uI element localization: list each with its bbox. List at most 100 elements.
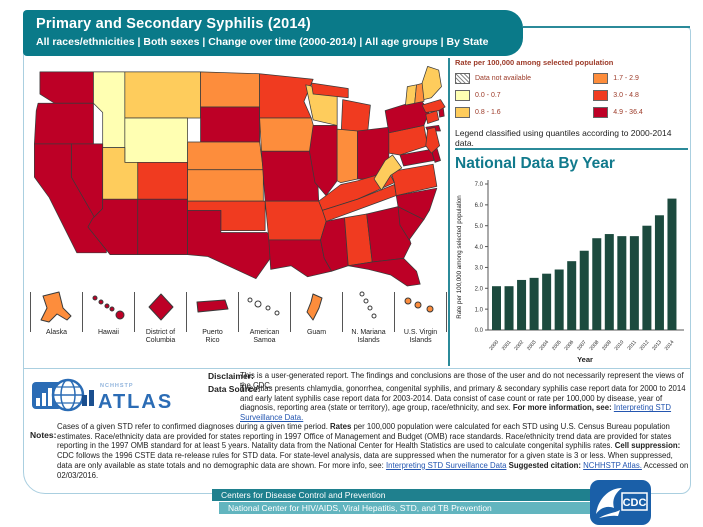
territory-label-AK: Alaska xyxy=(45,329,67,336)
territory-DC[interactable] xyxy=(148,293,173,321)
territory-HI[interactable] xyxy=(104,303,109,309)
bar-2001[interactable] xyxy=(504,286,514,330)
bar-2009[interactable] xyxy=(604,234,614,330)
territory-separator xyxy=(290,292,291,332)
bar-2011[interactable] xyxy=(629,236,639,330)
state-WV[interactable] xyxy=(373,154,403,191)
section-divider xyxy=(23,368,690,369)
notes-text: Cases of a given STD refer to confirmed … xyxy=(57,422,689,480)
territory-inset-PR: Puerto Rico xyxy=(187,290,238,345)
territory-VI[interactable] xyxy=(426,305,433,313)
state-MT[interactable] xyxy=(124,71,201,119)
territory-AS[interactable] xyxy=(274,310,279,316)
state-KS[interactable] xyxy=(187,169,264,202)
y-tick-label: 3.0 xyxy=(475,266,484,272)
state-NH[interactable] xyxy=(414,82,425,104)
territory-HI[interactable] xyxy=(115,310,124,320)
state-NJ[interactable] xyxy=(425,126,440,154)
territory-VI[interactable] xyxy=(414,301,421,309)
territory-shape-VI xyxy=(404,297,433,313)
territory-label-HI: Hawaii xyxy=(97,329,119,336)
legend-swatch-q5 xyxy=(593,107,609,118)
state-TX[interactable] xyxy=(187,209,279,280)
hhs-eagle-icon xyxy=(596,488,622,514)
hhs-cdc-logo: CDC xyxy=(590,480,651,525)
territory-shape-HI xyxy=(92,295,124,320)
bar-2003[interactable] xyxy=(529,277,539,330)
legend-item-q4: 3.0 - 4.8 xyxy=(593,87,691,104)
state-OR[interactable] xyxy=(34,102,94,145)
state-SD[interactable] xyxy=(200,106,260,143)
state-FL[interactable] xyxy=(347,257,421,287)
report-header: Primary and Secondary Syphilis (2014) Al… xyxy=(23,10,523,56)
territory-AK[interactable] xyxy=(40,291,71,323)
notes-link-5[interactable]: Interpreting STD Surveillance Data xyxy=(385,460,507,470)
bar-2013[interactable] xyxy=(654,215,664,330)
territory-separator xyxy=(186,292,187,332)
state-MD[interactable] xyxy=(399,149,435,167)
x-tick-label-2007: 2007 xyxy=(576,339,588,352)
territory-MP[interactable] xyxy=(363,298,368,304)
state-IA[interactable] xyxy=(259,117,318,152)
state-IN[interactable] xyxy=(336,128,358,184)
state-VA[interactable] xyxy=(390,163,438,196)
legend-label: 0.0 - 0.7 xyxy=(475,92,501,99)
legend-swatch-q1 xyxy=(455,90,470,101)
bar-2014[interactable] xyxy=(667,198,677,330)
territory-GU[interactable] xyxy=(306,293,322,321)
footer-bar-cdc: Centers for Disease Control and Preventi… xyxy=(212,489,593,501)
state-WA[interactable] xyxy=(39,71,94,104)
bar-2002[interactable] xyxy=(517,279,527,330)
territory-HI[interactable] xyxy=(92,295,97,301)
bar-2006[interactable] xyxy=(567,261,577,330)
data-source-link-2[interactable]: Interpreting STD Surveillance Data. xyxy=(240,403,672,422)
state-CO[interactable] xyxy=(137,161,188,200)
legend-item-q1: 0.0 - 0.7 xyxy=(455,87,579,104)
bar-2007[interactable] xyxy=(579,250,589,330)
state-ND[interactable] xyxy=(200,71,260,108)
map-legend: Data not available 0.0 - 0.7 0.8 - 1.6 1.7 … xyxy=(455,70,691,121)
state-NM[interactable] xyxy=(137,198,188,256)
territory-MP[interactable] xyxy=(367,305,372,311)
national-data-bar-chart: 0.0 1.0 2.0 3.0 4.0 5.0 6.0 7.0 2000 2001 2002 2003… xyxy=(456,180,684,364)
state-ME[interactable] xyxy=(421,65,442,100)
territory-PR[interactable] xyxy=(196,299,228,313)
notes-link-7[interactable]: NCHHSTP Atlas. xyxy=(583,460,642,470)
bar-2012[interactable] xyxy=(642,225,652,330)
bar-2004[interactable] xyxy=(542,273,552,330)
state-MI[interactable] xyxy=(310,82,349,99)
legend-item-q2: 0.8 - 1.6 xyxy=(455,104,579,121)
territory-AS[interactable] xyxy=(247,297,252,303)
state-ID[interactable] xyxy=(93,71,126,148)
bar-2000[interactable] xyxy=(492,286,501,330)
territory-MP[interactable] xyxy=(359,291,364,297)
territory-MP[interactable] xyxy=(371,313,376,319)
state-MN[interactable] xyxy=(259,73,314,119)
territory-HI[interactable] xyxy=(109,306,114,312)
bar-2005[interactable] xyxy=(554,269,564,330)
cdc-logo-text: CDC xyxy=(623,497,647,509)
territory-inset-HI: Hawaii xyxy=(83,290,134,337)
state-MO[interactable] xyxy=(261,150,320,202)
territory-separator xyxy=(238,292,239,332)
state-AR[interactable] xyxy=(264,200,327,241)
x-tick-label-2012: 2012 xyxy=(639,339,651,352)
territory-HI[interactable] xyxy=(98,299,103,305)
bar-2010[interactable] xyxy=(617,236,627,330)
notes-segment-3: Cell suppression: xyxy=(614,441,681,451)
state-MA[interactable] xyxy=(421,99,446,113)
territory-VI[interactable] xyxy=(404,297,411,305)
us-choropleth-map xyxy=(34,65,446,287)
state-WY[interactable] xyxy=(124,117,188,163)
state-NE[interactable] xyxy=(187,141,264,171)
data-source-label: Data Source: xyxy=(208,384,261,394)
state-NC[interactable] xyxy=(395,187,438,220)
bar-2008[interactable] xyxy=(592,238,602,330)
territory-AS[interactable] xyxy=(254,300,261,308)
territory-AS[interactable] xyxy=(265,305,270,311)
legend-swatch-q2 xyxy=(455,107,470,118)
x-axis-title: Year xyxy=(577,355,593,364)
state-CT[interactable] xyxy=(425,110,440,124)
header-accent-line xyxy=(523,26,690,28)
